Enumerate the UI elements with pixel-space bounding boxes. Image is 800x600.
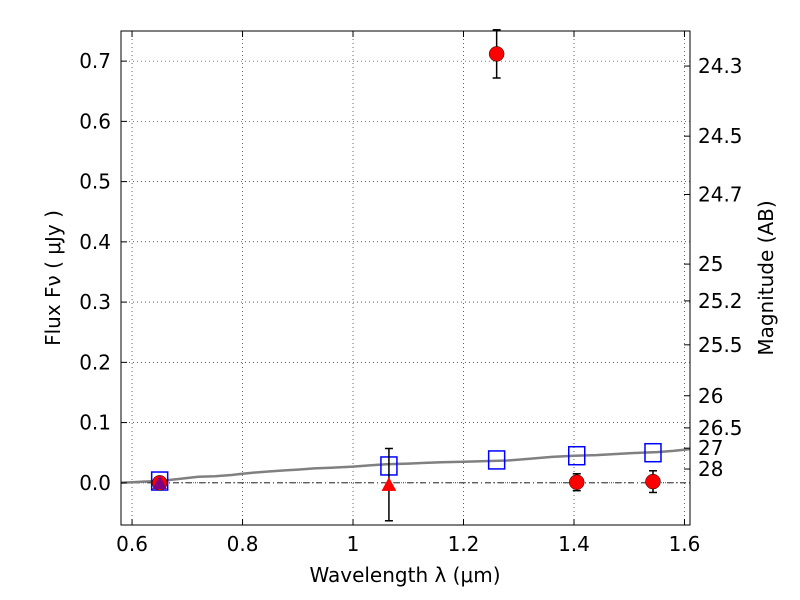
- right-tick-label: 24.7: [698, 182, 743, 206]
- y-tick-label: 0.2: [79, 350, 111, 374]
- y-tick-label: 0.6: [79, 109, 111, 133]
- right-tick-label: 25: [698, 252, 723, 276]
- x-tick-label: 0.6: [116, 532, 148, 556]
- data-point-triangle: [381, 477, 397, 491]
- right-axis-label: Magnitude (AB): [754, 200, 778, 355]
- right-tick-label: 24.3: [698, 54, 743, 78]
- grid: [121, 31, 690, 525]
- y-tick-label: 0.7: [79, 49, 111, 73]
- right-tick-label: 26: [698, 384, 723, 408]
- x-tick-label: 0.8: [227, 532, 259, 556]
- data-point-square: [568, 445, 586, 466]
- right-tick-label: 26.5: [698, 416, 743, 440]
- right-tick-label: 24.5: [698, 124, 743, 148]
- y-tick-label: 0.3: [79, 290, 111, 314]
- x-axis-label: Wavelength λ (μm): [309, 563, 500, 587]
- y-tick-label: 0.4: [79, 230, 111, 254]
- axes-frame: [120, 30, 691, 526]
- y-tick-label: 0.0: [79, 471, 111, 495]
- data-point-circle: [569, 474, 585, 490]
- ticks: 0.6 0.8 1 1.2 1.4 1.6 0.0 0.1 0.2 0.3 0.4 0.5 0.6 0.7…: [79, 31, 743, 556]
- right-tick-label: 25.5: [698, 333, 743, 357]
- data-point-triangle: [152, 475, 168, 490]
- data-point-circle: [645, 473, 661, 490]
- x-tick-label: 1.2: [448, 532, 480, 556]
- right-tick-label: 28: [698, 457, 723, 481]
- x-tick-label: 1: [347, 532, 360, 556]
- y-tick-label: 0.1: [79, 411, 111, 435]
- y-axis-label: Flux Fν ( μJy ): [41, 210, 65, 346]
- x-tick-label: 1.4: [558, 532, 590, 556]
- data-point-circle: [488, 46, 505, 62]
- right-tick-label: 25.2: [698, 289, 743, 313]
- right-tick-label: 27: [698, 436, 723, 460]
- x-tick-label: 1.6: [669, 532, 701, 556]
- data-point-square: [644, 442, 662, 463]
- data-point-square: [487, 450, 506, 470]
- plot-area: [120, 29, 691, 522]
- y-tick-label: 0.5: [79, 170, 111, 194]
